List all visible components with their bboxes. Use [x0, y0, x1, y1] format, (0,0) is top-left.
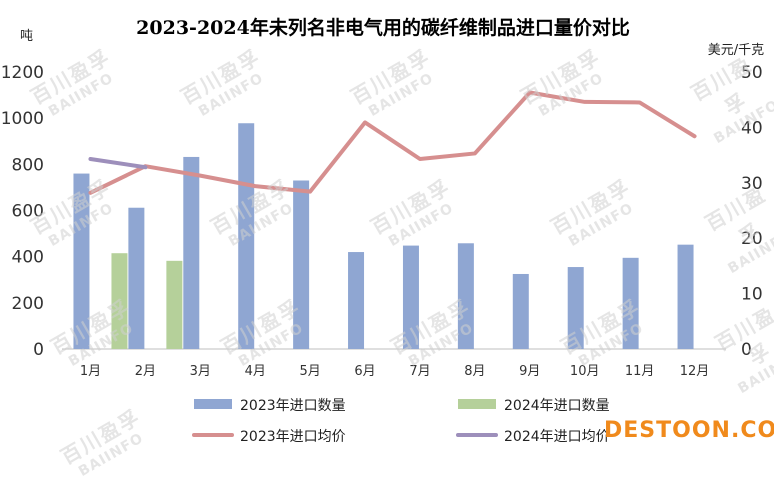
legend-swatch — [194, 399, 232, 409]
y-right-axis-label: 美元/千克 — [708, 43, 764, 58]
y-left-tick-label: 400 — [12, 248, 44, 268]
bars — [73, 123, 694, 350]
y-right-tick-label: 30 — [741, 174, 763, 194]
bar — [512, 273, 529, 349]
y-left-tick-labels: 0 200 400 600 800 1000 1200 — [1, 63, 44, 360]
x-tick-label: 10月 — [570, 364, 600, 379]
bar — [73, 173, 90, 349]
legend-swatch — [458, 399, 496, 409]
x-tick-label: 7月 — [409, 364, 430, 379]
x-tick-label: 2月 — [135, 364, 156, 379]
bar — [677, 244, 694, 349]
x-tick-label: 4月 — [245, 364, 266, 379]
bar — [348, 252, 365, 349]
chart-title: 2023-2024年未列名非电气用的碳纤维制品进口量价对比 — [136, 16, 630, 39]
x-tick-label: 3月 — [190, 364, 211, 379]
x-tick-label: 9月 — [519, 364, 540, 379]
bar — [111, 253, 128, 349]
y-right-tick-labels: 0 10 20 30 40 50 — [741, 63, 763, 360]
legend: 2023年进口数量 2024年进口数量 2023年进口均价 2024年进口均价 — [192, 398, 610, 445]
y-left-axis-label: 吨 — [20, 29, 33, 44]
y-left-tick-label: 800 — [12, 155, 44, 175]
y-left-tick-label: 1200 — [1, 63, 44, 83]
x-tick-label: 12月 — [680, 364, 710, 379]
y-right-tick-label: 20 — [741, 229, 763, 249]
x-tick-label: 5月 — [299, 364, 320, 379]
y-left-tick-label: 200 — [12, 294, 44, 314]
x-tick-labels: 1月 2月 3月 4月 5月 6月 7月 8月 9月 10月 11月 12月 — [80, 364, 709, 379]
y-right-tick-label: 50 — [741, 63, 763, 83]
y-right-tick-label: 0 — [741, 340, 752, 360]
x-tick-label: 1月 — [80, 364, 101, 379]
bar — [567, 267, 584, 349]
legend-label: 2023年进口数量 — [240, 398, 346, 414]
lines — [88, 90, 697, 195]
bar — [238, 123, 255, 350]
chart: 2023-2024年未列名非电气用的碳纤维制品进口量价对比 吨 美元/千克 0 2… — [1, 16, 764, 445]
bar — [457, 243, 474, 349]
bar — [166, 260, 183, 349]
bar — [128, 207, 145, 349]
y-left-tick-label: 600 — [12, 202, 44, 222]
series-line — [88, 90, 697, 195]
y-right-tick-label: 10 — [741, 285, 763, 305]
site-logo: DESTOON.COM — [604, 418, 774, 443]
legend-label: 2024年进口数量 — [504, 398, 610, 414]
bar — [402, 245, 419, 349]
legend-label: 2024年进口均价 — [504, 429, 610, 445]
y-right-tick-label: 40 — [741, 118, 763, 138]
bar — [293, 180, 310, 349]
y-left-tick-label: 1000 — [1, 109, 44, 129]
x-tick-label: 8月 — [464, 364, 485, 379]
legend-label: 2023年进口均价 — [240, 429, 346, 445]
y-left-tick-label: 0 — [33, 340, 44, 360]
series-line — [88, 156, 148, 170]
bar — [183, 156, 200, 349]
x-tick-label: 11月 — [625, 364, 655, 379]
bar — [622, 257, 639, 349]
x-tick-label: 6月 — [354, 364, 375, 379]
